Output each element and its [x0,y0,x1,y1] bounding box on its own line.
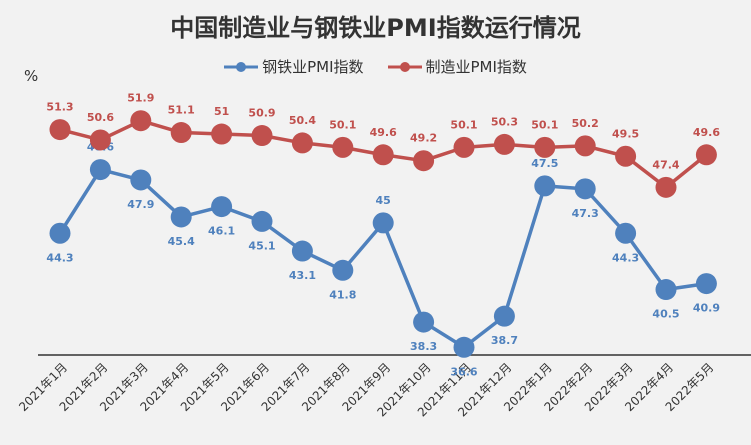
data-point-manufacturing [372,144,394,166]
data-label-manufacturing: 50.6 [87,111,114,124]
data-label-steel: 43.1 [289,269,316,282]
data-label-manufacturing: 49.6 [370,126,397,139]
data-point-steel [251,210,273,232]
data-point-steel [695,273,717,295]
data-label-manufacturing: 50.1 [531,118,558,131]
data-label-steel: 38.7 [491,334,518,347]
legend-marker-steel [224,61,259,72]
data-label-manufacturing: 51.1 [168,104,195,117]
data-label-steel: 40.5 [652,308,679,321]
data-label-manufacturing: 50.4 [289,114,316,127]
data-label-steel: 47.3 [572,207,599,220]
data-point-steel [89,159,111,181]
data-point-steel [130,169,152,191]
data-label-manufacturing: 47.4 [652,158,679,171]
chart-title: 中国制造业与钢铁业PMI指数运行情况 [170,14,581,42]
data-point-manufacturing [251,125,273,147]
data-point-manufacturing [655,176,677,198]
data-point-steel [372,212,394,234]
legend: 钢铁业PMI指数 制造业PMI指数 [0,56,751,77]
data-point-manufacturing [493,133,515,155]
data-label-manufacturing: 49.6 [693,126,720,139]
data-label-steel: 44.3 [612,251,639,264]
data-point-steel [332,259,354,281]
data-label-steel: 44.3 [46,251,73,264]
data-label-manufacturing: 51.3 [46,101,73,114]
data-point-manufacturing [332,136,354,158]
legend-item-manufacturing: 制造业PMI指数 [387,56,527,77]
data-label-manufacturing: 50.1 [329,118,356,131]
data-point-manufacturing [130,110,152,132]
data-label-steel: 46.1 [208,225,235,238]
data-point-manufacturing [453,136,475,158]
data-label-manufacturing: 51.9 [127,92,154,105]
legend-marker-manufacturing [387,61,422,72]
data-label-manufacturing: 50.2 [572,117,599,130]
data-label-steel: 38.3 [410,340,437,353]
data-point-manufacturing [413,150,435,172]
data-label-steel: 41.8 [329,288,356,301]
data-label-manufacturing: 49.2 [410,132,437,145]
data-point-manufacturing [574,135,596,157]
data-point-steel [49,222,71,244]
data-point-steel [534,175,556,197]
data-point-steel [413,311,435,333]
data-point-steel [493,305,515,327]
data-label-steel: 47.9 [127,198,154,211]
data-label-steel: 45.4 [168,235,195,248]
data-point-steel [574,178,596,200]
data-label-steel: 45 [376,194,391,207]
data-point-manufacturing [534,136,556,158]
data-point-steel [453,336,475,358]
data-label-manufacturing: 49.5 [612,127,639,140]
data-point-steel [291,240,313,262]
data-label-steel: 36.6 [450,365,477,378]
legend-item-steel: 钢铁业PMI指数 [224,56,364,77]
data-point-manufacturing [615,145,637,167]
y-axis-unit: % [24,67,39,85]
data-label-steel: 45.1 [248,239,275,252]
legend-label-steel: 钢铁业PMI指数 [262,58,364,76]
data-label-steel: 47.5 [531,157,558,170]
data-point-manufacturing [695,144,717,166]
data-label-manufacturing: 50.1 [450,118,477,131]
data-point-manufacturing [170,122,192,144]
data-label-steel: 40.9 [693,302,720,315]
data-point-manufacturing [89,129,111,151]
data-label-manufacturing: 50.3 [491,115,518,128]
data-point-manufacturing [211,123,233,145]
legend-label-manufacturing: 制造业PMI指数 [425,58,527,76]
data-label-manufacturing: 51 [214,105,229,118]
data-point-manufacturing [49,119,71,141]
data-label-manufacturing: 50.9 [248,107,275,120]
data-point-steel [170,206,192,228]
data-point-steel [211,196,233,218]
data-point-steel [615,222,637,244]
data-point-steel [655,279,677,301]
data-point-manufacturing [291,132,313,154]
